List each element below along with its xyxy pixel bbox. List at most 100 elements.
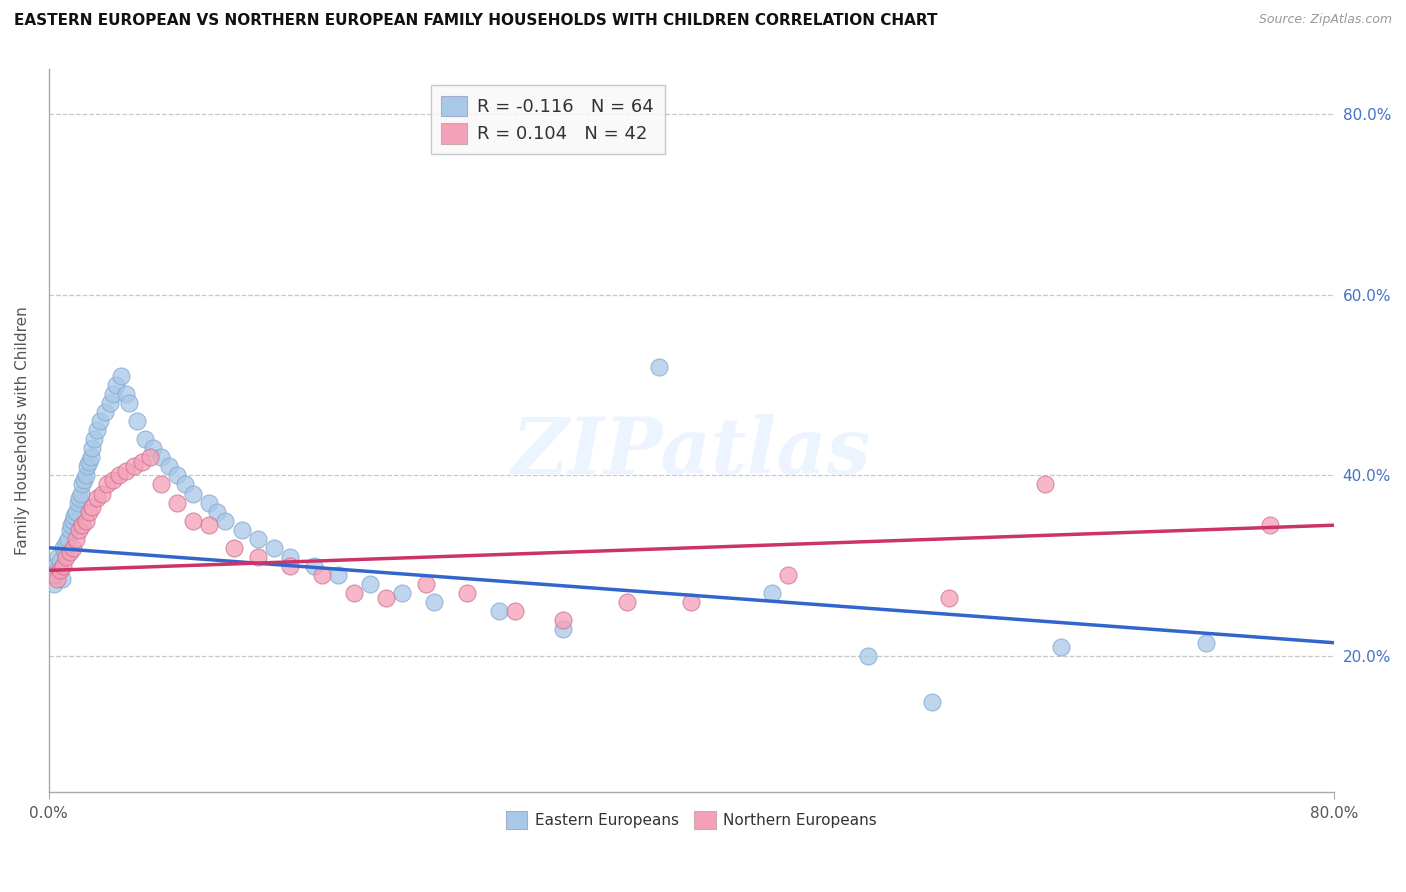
Point [503,604,526,618]
Point [375,591,398,605]
Point [776,568,799,582]
Point [86,423,108,437]
Point [648,359,671,374]
Point [551,622,574,636]
Point [359,577,381,591]
Point [1194,636,1216,650]
Point [66,495,89,509]
Point [263,541,285,555]
Point [52,541,75,555]
Point [198,518,221,533]
Point [62,514,84,528]
Point [83,432,105,446]
Point [59,523,82,537]
Point [63,509,86,524]
Point [67,491,90,505]
Point [938,591,960,605]
Point [1050,640,1073,655]
Point [42,568,65,582]
Point [59,545,82,559]
Point [82,500,104,515]
Point [44,558,66,573]
Point [76,459,98,474]
Point [166,495,188,509]
Point [75,514,97,528]
Point [551,613,574,627]
Point [415,577,437,591]
Point [89,414,111,428]
Point [278,558,301,573]
Point [222,541,245,555]
Point [157,459,180,474]
Point [311,568,333,582]
Point [62,541,84,555]
Point [115,387,138,401]
Point [77,455,100,469]
Point [166,468,188,483]
Point [1258,518,1281,533]
Point [391,586,413,600]
Point [45,573,67,587]
Point [139,450,162,465]
Y-axis label: Family Households with Children: Family Households with Children [15,306,30,555]
Point [65,505,87,519]
Point [98,396,121,410]
Point [183,514,205,528]
Point [86,491,108,505]
Point [142,442,165,456]
Point [150,450,173,465]
Point [231,523,253,537]
Text: EASTERN EUROPEAN VS NORTHERN EUROPEAN FAMILY HOUSEHOLDS WITH CHILDREN CORRELATIO: EASTERN EUROPEAN VS NORTHERN EUROPEAN FA… [14,13,938,29]
Point [49,554,72,568]
Point [48,549,70,564]
Point [72,477,94,491]
Point [60,518,83,533]
Legend: Eastern Europeans, Northern Europeans: Eastern Europeans, Northern Europeans [499,805,883,835]
Point [79,450,101,465]
Point [55,549,77,564]
Point [1033,477,1056,491]
Point [65,532,87,546]
Point [110,369,132,384]
Point [198,495,221,509]
Point [246,532,269,546]
Point [108,468,131,483]
Point [174,477,197,491]
Point [681,595,703,609]
Point [90,486,112,500]
Point [96,477,118,491]
Point [55,536,77,550]
Point [42,577,65,591]
Point [118,396,141,410]
Point [67,523,90,537]
Point [150,477,173,491]
Point [343,586,366,600]
Point [183,486,205,500]
Point [101,387,124,401]
Point [214,514,236,528]
Point [278,549,301,564]
Point [488,604,510,618]
Point [49,563,72,577]
Point [105,378,128,392]
Point [302,558,325,573]
Point [77,505,100,519]
Point [45,563,67,577]
Point [73,473,96,487]
Point [122,459,145,474]
Point [94,405,117,419]
Point [616,595,638,609]
Point [101,473,124,487]
Point [856,649,879,664]
Text: Source: ZipAtlas.com: Source: ZipAtlas.com [1258,13,1392,27]
Point [70,486,93,500]
Point [56,532,79,546]
Point [52,558,75,573]
Text: ZIPatlas: ZIPatlas [512,414,872,491]
Point [72,518,94,533]
Point [127,414,149,428]
Point [207,505,229,519]
Point [246,549,269,564]
Point [456,586,478,600]
Point [75,468,97,483]
